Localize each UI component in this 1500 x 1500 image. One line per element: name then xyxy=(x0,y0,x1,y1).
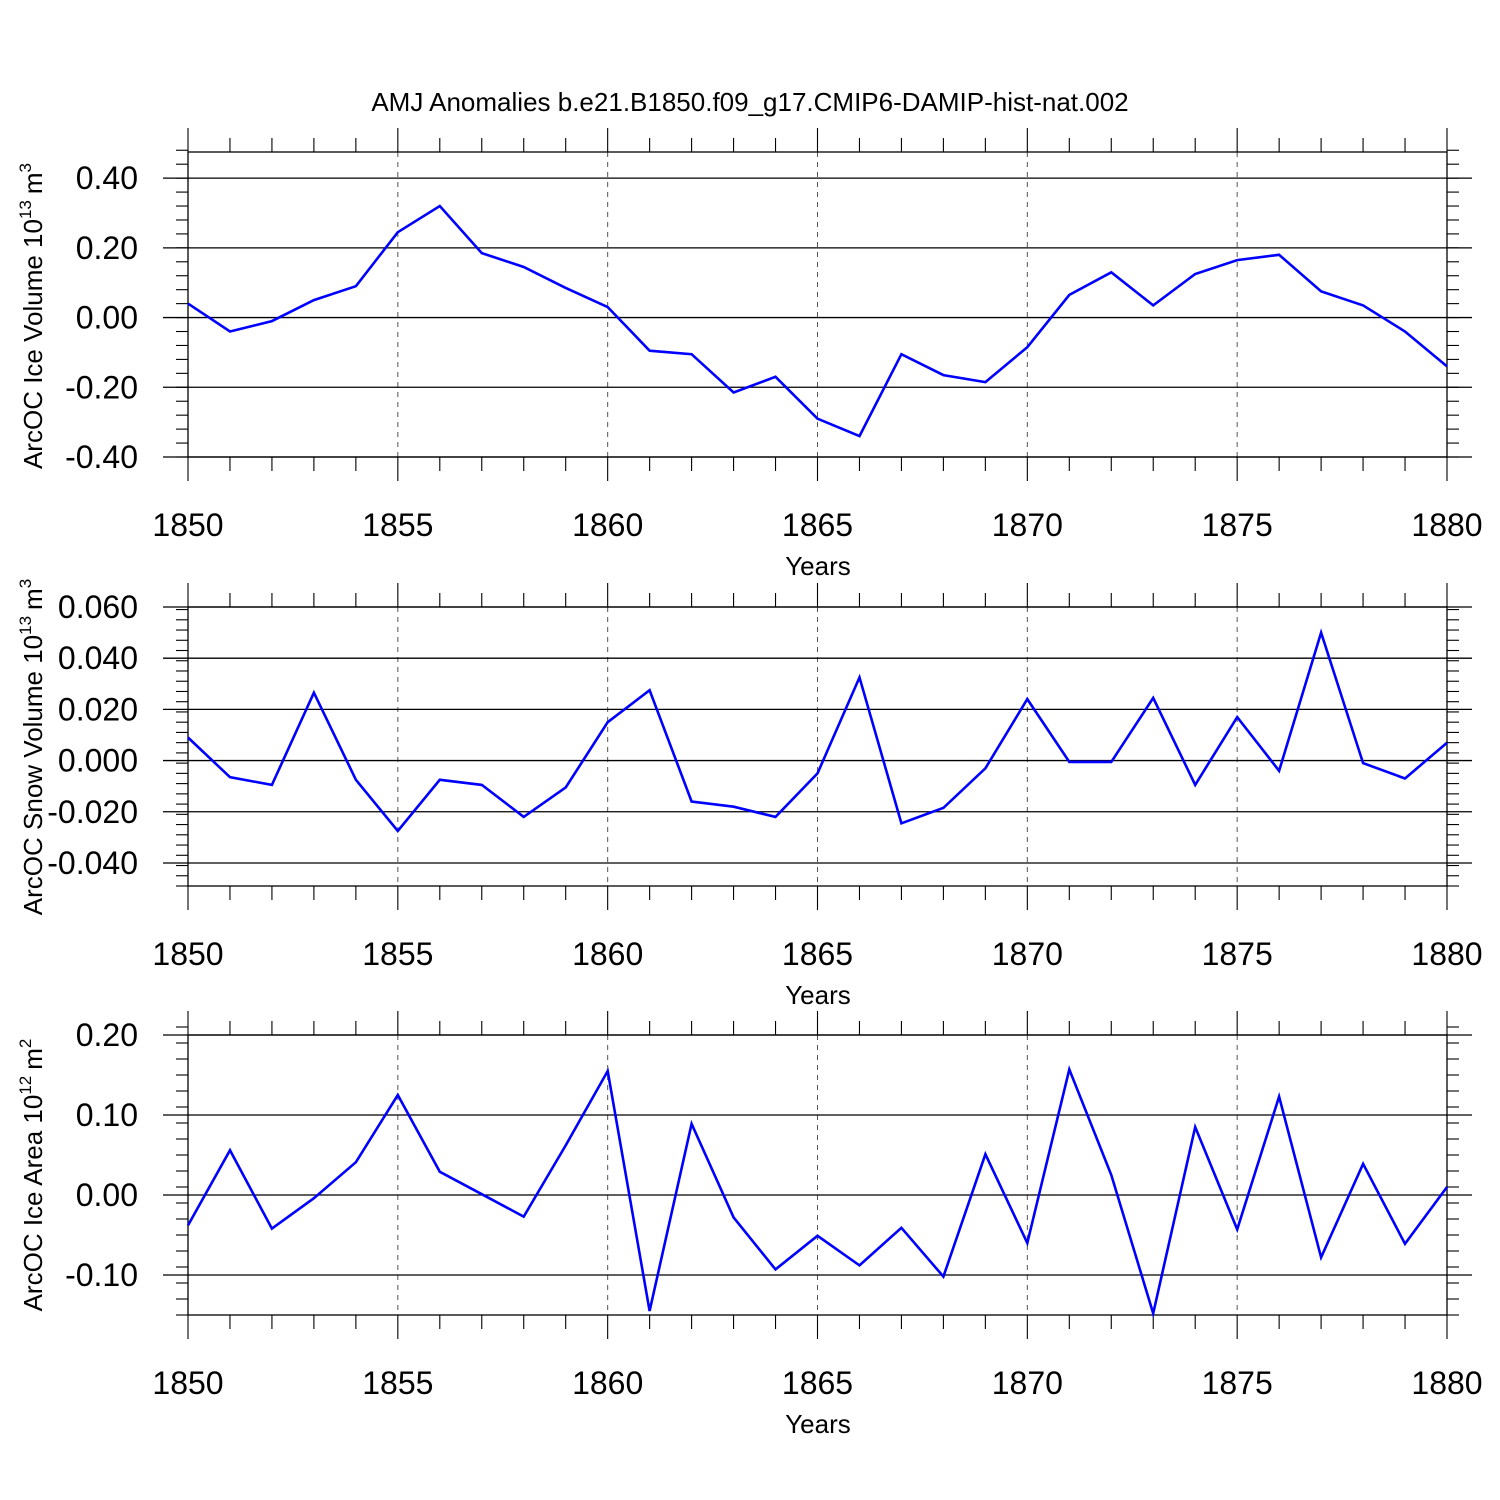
x-tick-label: 1855 xyxy=(362,507,433,543)
y-tick-label: 0.000 xyxy=(58,743,138,779)
x-tick-label: 1865 xyxy=(782,507,853,543)
series-line xyxy=(187,204,1448,438)
y-tick-label: 0.40 xyxy=(76,160,138,196)
panel-snow-volume: ArcOC Snow Volume 1013m3 Years -0.040 -0.… xyxy=(16,579,1483,1010)
x-tick-label: 1870 xyxy=(992,507,1063,543)
y-axis-title: ArcOC Ice Area 1012m2 xyxy=(16,1039,48,1312)
y-tick-label: -0.40 xyxy=(65,439,138,475)
y-tick-label: 0.20 xyxy=(76,1017,138,1053)
x-tick-label: 1880 xyxy=(1411,507,1482,543)
x-tick-label: 1870 xyxy=(992,936,1063,972)
x-tick-label: 1880 xyxy=(1411,1365,1482,1401)
y-tick-label: 0.20 xyxy=(76,230,138,266)
x-axis-title: Years xyxy=(785,551,851,581)
figure-title: AMJ Anomalies b.e21.B1850.f09_g17.CMIP6-… xyxy=(371,87,1128,117)
y-tick-label: 0.060 xyxy=(58,589,138,625)
x-tick-label: 1865 xyxy=(782,1365,853,1401)
x-axis-title: Years xyxy=(785,980,851,1010)
x-axis-title: Years xyxy=(785,1409,851,1439)
x-tick-label: 1870 xyxy=(992,1365,1063,1401)
x-tick-label: 1860 xyxy=(572,936,643,972)
x-tick-label: 1875 xyxy=(1202,1365,1273,1401)
y-tick-label: 0.10 xyxy=(76,1097,138,1133)
y-tick-label: -0.040 xyxy=(47,845,138,881)
x-tick-label: 1850 xyxy=(152,936,223,972)
x-tick-label: 1865 xyxy=(782,936,853,972)
x-tick-label: 1875 xyxy=(1202,936,1273,972)
y-axis-title: ArcOC Snow Volume 1013m3 xyxy=(16,579,48,915)
x-tick-label: 1875 xyxy=(1202,507,1273,543)
y-tick-label: 0.040 xyxy=(58,640,138,676)
panel-ice-volume: ArcOC Ice Volume 1013m3 Years -0.40 -0.20… xyxy=(16,128,1483,581)
panel-ice-area: ArcOC Ice Area 1012m2 Years -0.10 0.00 0.1… xyxy=(16,1011,1483,1439)
x-tick-label: 1860 xyxy=(572,1365,643,1401)
x-tick-label: 1855 xyxy=(362,1365,433,1401)
y-tick-label: -0.10 xyxy=(65,1257,138,1293)
x-tick-label: 1855 xyxy=(362,936,433,972)
series-line xyxy=(187,628,1448,834)
y-tick-label: -0.020 xyxy=(47,794,138,830)
y-tick-label: 0.00 xyxy=(76,1177,138,1213)
x-tick-label: 1860 xyxy=(572,507,643,543)
y-tick-label: 0.020 xyxy=(58,691,138,727)
x-tick-label: 1850 xyxy=(152,507,223,543)
y-tick-label: -0.20 xyxy=(65,369,138,405)
y-tick-label: 0.00 xyxy=(76,300,138,336)
x-tick-label: 1850 xyxy=(152,1365,223,1401)
y-axis-title: ArcOC Ice Volume 1013m3 xyxy=(16,163,48,469)
series-line xyxy=(186,1065,1449,1319)
x-tick-label: 1880 xyxy=(1411,936,1482,972)
